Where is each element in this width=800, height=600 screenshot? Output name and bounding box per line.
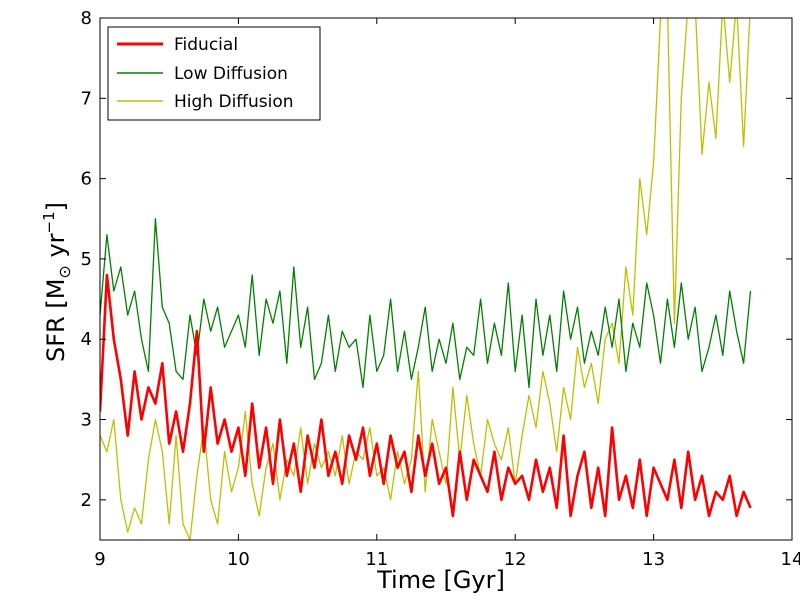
y-tick-label: 4: [81, 329, 92, 350]
y-axis-label: SFR [M⊙ yr−1]: [40, 202, 74, 362]
series-line-low-diffusion: [100, 218, 752, 389]
legend-label-low-diffusion: Low Diffusion: [174, 64, 288, 84]
series-layer: [100, 18, 752, 540]
y-axis-label-mid: yr: [42, 233, 70, 265]
y-tick-label: 5: [81, 249, 92, 270]
y-tick-label: 7: [81, 88, 92, 109]
legend-label-fiducial: Fiducial: [174, 35, 238, 55]
series-line-fiducial: [100, 273, 752, 518]
legend-label-high-diffusion: High Diffusion: [174, 92, 294, 112]
y-tick-label: 8: [81, 8, 92, 29]
plot-frame: [99, 17, 793, 541]
y-tick-label: 3: [81, 410, 92, 431]
y-axis-label-sub: ⊙: [55, 265, 74, 278]
x-tick-label: 14: [781, 549, 800, 570]
x-tick-label: 13: [642, 549, 665, 570]
x-tick-label: 11: [365, 549, 388, 570]
y-tick-label: 2: [81, 490, 92, 511]
legend: Fiducial Low Diffusion High Diffusion: [107, 26, 321, 121]
y-axis-label-sup: −1: [40, 211, 58, 233]
x-axis-label: Time [Gyr]: [376, 566, 505, 594]
y-tick-label: 6: [81, 169, 92, 190]
x-tick-label: 12: [504, 549, 527, 570]
series-line-high-diffusion: [100, 18, 751, 540]
x-tick-label: 10: [227, 549, 250, 570]
y-axis-label-end: ]: [42, 202, 70, 211]
x-tick-label: 9: [94, 549, 105, 570]
y-axis-label-main: SFR [M: [42, 279, 70, 362]
ticks-layer: 9 10 11 12 13 14 2 3 4 5 6 7 8: [81, 8, 800, 570]
